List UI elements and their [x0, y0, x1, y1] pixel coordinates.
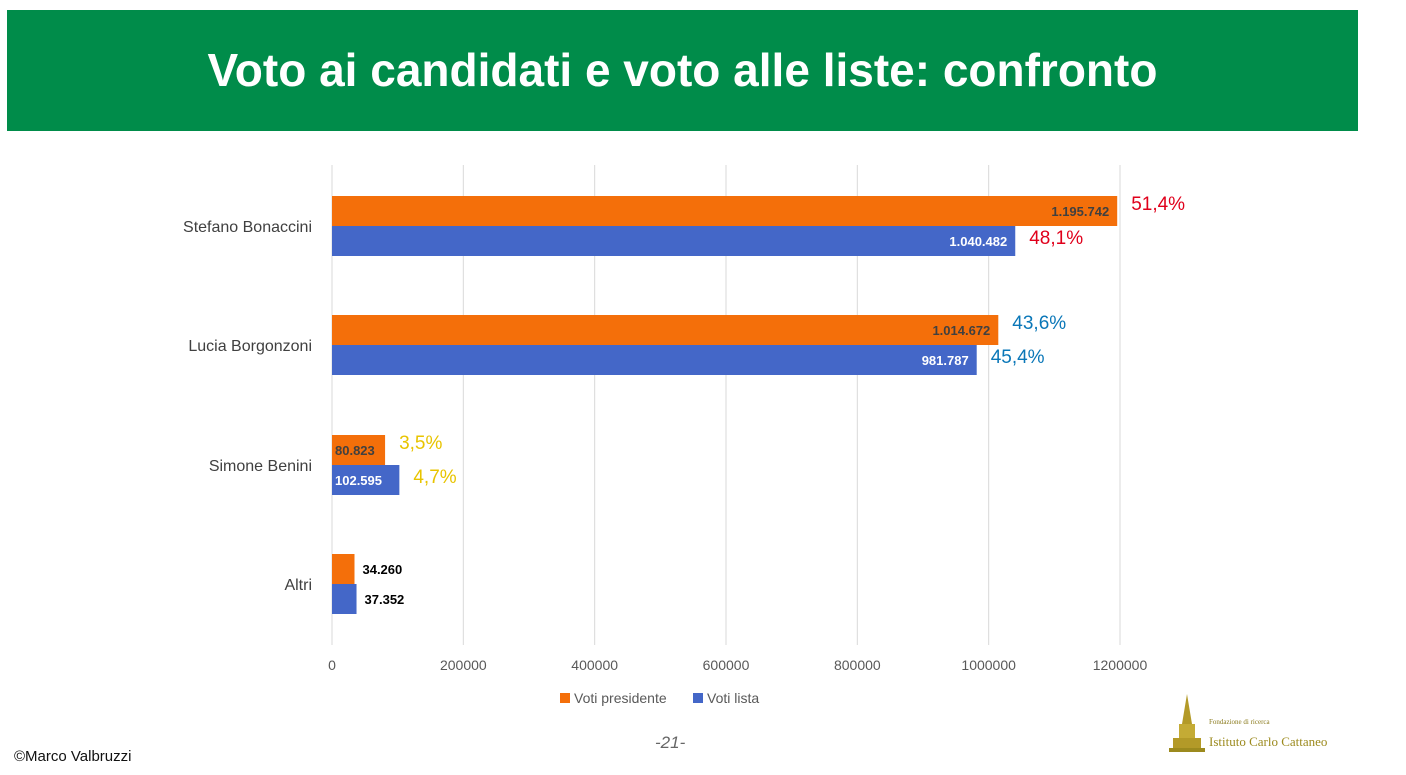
institute-logo: Fondazione di ricerca Istituto Carlo Cat…: [1165, 690, 1350, 756]
page-number: -21-: [655, 733, 686, 752]
bar-value-label: 34.260: [362, 562, 402, 577]
x-tick-label: 400000: [571, 657, 618, 673]
legend-swatch: [693, 693, 703, 703]
logo-subtitle: Fondazione di ricerca: [1209, 718, 1270, 726]
bar-voti-presidente: [332, 315, 999, 345]
x-tick-label: 1000000: [961, 657, 1016, 673]
percent-label: 43,6%: [1012, 313, 1066, 334]
percent-label: 48,1%: [1029, 228, 1083, 249]
bars: [332, 196, 1118, 614]
percent-label: 3,5%: [399, 433, 442, 454]
bar-value-label: 37.352: [365, 592, 405, 607]
legend-label: Voti lista: [707, 690, 759, 706]
x-tick-label: 0: [328, 657, 336, 673]
x-tick-label: 1200000: [1093, 657, 1148, 673]
x-tick-label: 200000: [440, 657, 487, 673]
legend-label: Voti presidente: [574, 690, 667, 706]
x-tick-label: 800000: [834, 657, 881, 673]
logo-name: Istituto Carlo Cattaneo: [1209, 734, 1328, 749]
bar-voti-lista: [332, 226, 1016, 256]
category-label: Simone Benini: [209, 458, 312, 475]
bar-value-label: 102.595: [335, 473, 382, 488]
page-title: Voto ai candidati e voto alle liste: con…: [207, 44, 1158, 96]
title-banner: Voto ai candidati e voto alle liste: con…: [7, 10, 1358, 131]
x-tick-label: 600000: [703, 657, 750, 673]
legend: Voti presidente Voti lista: [560, 690, 759, 706]
bar-value-label: 981.787: [922, 353, 969, 368]
bar-value-label: 1.195.742: [1051, 204, 1109, 219]
legend-swatch: [560, 693, 570, 703]
percent-label: 51,4%: [1131, 194, 1185, 215]
copyright-text: ©Marco Valbruzzi: [14, 748, 132, 765]
bar-voti-presidente: [332, 196, 1118, 226]
bar-value-label: 1.040.482: [949, 234, 1007, 249]
percent-label: 4,7%: [413, 467, 456, 488]
tower-logo-icon: [1169, 694, 1205, 752]
percent-label: 45,4%: [991, 347, 1045, 368]
bar-voti-presidente: [332, 435, 386, 465]
bar-voti-lista: [332, 345, 977, 375]
bar-value-label: 1.014.672: [932, 323, 990, 338]
bar-voti-lista: [332, 584, 357, 614]
category-label: Lucia Borgonzoni: [188, 338, 312, 355]
labels: 0 200000 400000 600000 800000 1000000 1200000 S…: [183, 194, 1185, 673]
category-label: Stefano Bonaccini: [183, 219, 312, 236]
bar-voti-presidente: [332, 554, 355, 584]
bar-value-label: 80.823: [335, 443, 375, 458]
category-label: Altri: [284, 577, 312, 594]
bar-voti-lista: [332, 465, 400, 495]
